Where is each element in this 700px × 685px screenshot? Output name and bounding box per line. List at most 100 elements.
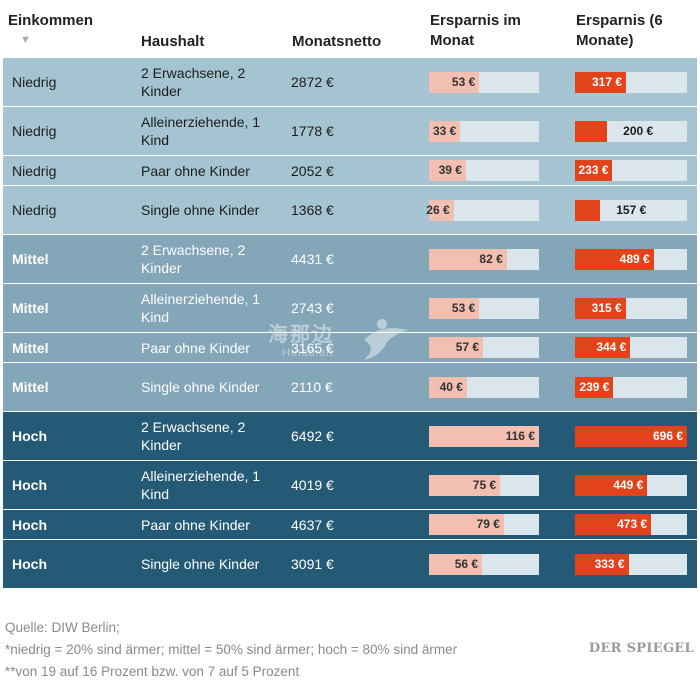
six-month-bar-fill	[575, 376, 614, 398]
footnotes: Quelle: DIW Berlin; *niedrig = 20% sind …	[5, 617, 457, 683]
six-month-bar-fill	[575, 425, 687, 447]
six-month-bar: 200 €	[575, 120, 687, 142]
monthly-bar-fill	[429, 514, 504, 535]
six-month-bar-fill	[575, 553, 629, 575]
household-cell: Single ohne Kinder	[141, 556, 260, 572]
household-cell: Alleinerziehende, 1 Kind	[141, 291, 261, 325]
net-cell: 1778 €	[291, 123, 334, 139]
table-row: Mittel 2 Erwachsene, 2 Kinder 4431 € 82 € 48…	[3, 235, 697, 284]
six-month-value: 696 €	[652, 428, 683, 443]
monthly-bar: 40 €	[429, 376, 539, 398]
net-cell: 4019 €	[291, 477, 334, 493]
table-row: Niedrig Paar ohne Kinder 2052 € 39 € 233 €	[3, 156, 697, 186]
header-monthly: Ersparnis im Monat	[430, 12, 521, 49]
six-month-value: 449 €	[613, 477, 644, 492]
net-cell: 3091 €	[291, 556, 334, 572]
household-cell: 2 Erwachsene, 2 Kinder	[141, 242, 246, 276]
income-cell: Mittel	[12, 251, 49, 267]
monthly-bar-fill	[429, 337, 484, 358]
monthly-value: 40 €	[439, 379, 463, 394]
six-month-value: 344 €	[596, 340, 627, 354]
monthly-bar: 75 €	[429, 474, 539, 496]
header-six: Ersparnis (6 Monate)	[576, 12, 663, 49]
monthly-bar: 39 €	[429, 160, 539, 181]
monthly-bar: 56 €	[429, 553, 539, 575]
household-cell: Paar ohne Kinder	[141, 339, 250, 356]
six-month-bar: 449 €	[575, 474, 687, 496]
monthly-value: 116 €	[505, 428, 535, 443]
six-month-value: 333 €	[594, 556, 625, 571]
sort-down-icon[interactable]: ▼	[20, 34, 31, 46]
six-month-value: 317 €	[591, 74, 623, 89]
six-month-bar: 239 €	[575, 376, 687, 398]
six-month-bar: 696 €	[575, 425, 687, 447]
income-cell: Niedrig	[12, 162, 57, 179]
income-cell: Hoch	[12, 556, 47, 572]
table-row: Hoch 2 Erwachsene, 2 Kinder 6492 € 116 € 696…	[3, 412, 697, 461]
monthly-value: 26 €	[426, 202, 450, 217]
monthly-bar: 82 €	[429, 248, 539, 270]
monthly-value: 33 €	[432, 123, 457, 138]
monthly-bar-fill	[429, 120, 461, 142]
six-month-bar: 157 €	[575, 199, 687, 221]
spiegel-logo: DER SPIEGEL	[588, 641, 694, 656]
monthly-bar-fill	[429, 474, 501, 496]
monthly-bar-fill	[429, 376, 467, 398]
net-cell: 2110 €	[291, 379, 333, 395]
monthly-value: 75 €	[472, 477, 497, 492]
six-month-bar-fill	[575, 71, 626, 93]
income-cell: Niedrig	[12, 74, 57, 90]
table-row: Hoch Alleinerziehende, 1 Kind 4019 € 75 € 44…	[3, 461, 697, 510]
income-cell: Hoch	[12, 428, 47, 444]
table-row: Niedrig Single ohne Kinder 1368 € 26 € 157 €	[3, 186, 697, 235]
household-cell: Alleinerziehende, 1 Kind	[141, 114, 261, 148]
source-note: Quelle: DIW Berlin;	[5, 620, 120, 635]
six-month-bar: 333 €	[575, 553, 687, 575]
income-cell: Mittel	[12, 379, 49, 395]
table-row: Mittel Alleinerziehende, 1 Kind 2743 € 53 €…	[3, 284, 697, 333]
household-cell: 2 Erwachsene, 2 Kinder	[141, 419, 246, 453]
six-month-bar: 473 €	[575, 514, 687, 535]
table-row: Hoch Paar ohne Kinder 4637 € 79 € 473 €	[3, 510, 697, 540]
net-cell: 3165 €	[291, 339, 334, 356]
monthly-bar: 33 €	[429, 120, 539, 142]
net-cell: 4431 €	[291, 251, 334, 267]
household-cell: Alleinerziehende, 1 Kind	[141, 468, 261, 502]
monthly-value: 57 €	[455, 340, 480, 354]
six-month-bar-fill	[575, 199, 601, 221]
income-cell: Niedrig	[12, 123, 57, 139]
income-cell: Hoch	[12, 516, 47, 533]
six-month-bar: 489 €	[575, 248, 687, 270]
monthly-bar-fill	[429, 71, 480, 93]
monthly-value: 56 €	[454, 556, 479, 571]
household-cell: Paar ohne Kinder	[141, 162, 250, 179]
six-month-value: 473 €	[617, 517, 648, 531]
household-cell: Single ohne Kinder	[141, 379, 260, 395]
net-cell: 2052 €	[291, 162, 334, 179]
six-month-value: 239 €	[579, 379, 610, 394]
monthly-value: 82 €	[479, 251, 503, 266]
table-header: Einkommen ▼ Haushalt Monatsnetto Ersparn…	[0, 0, 700, 58]
monthly-bar-fill	[429, 425, 539, 447]
six-month-value: 489 €	[619, 251, 650, 266]
net-cell: 6492 €	[291, 428, 334, 444]
monthly-bar-fill	[429, 248, 507, 270]
six-month-bar-fill	[575, 297, 626, 319]
net-cell: 2872 €	[291, 74, 334, 90]
savings-table: Niedrig 2 Erwachsene, 2 Kinder 2872 € 53 € 3…	[3, 58, 697, 589]
six-month-value: 157 €	[616, 202, 647, 217]
monthly-bar-fill	[429, 297, 480, 319]
monthly-bar: 53 €	[429, 297, 539, 319]
income-cell: Mittel	[12, 339, 49, 356]
six-month-bar-fill	[575, 160, 613, 181]
monthly-value: 39 €	[438, 163, 462, 177]
income-footnote: *niedrig = 20% sind ärmer; mittel = 50% …	[5, 642, 458, 657]
six-month-bar: 317 €	[575, 71, 687, 93]
household-cell: 2 Erwachsene, 2 Kinder	[141, 65, 246, 99]
header-income[interactable]: Einkommen	[8, 12, 94, 29]
six-month-value: 315 €	[591, 300, 622, 315]
six-month-bar-fill	[575, 248, 654, 270]
net-cell: 4637 €	[291, 516, 334, 533]
header-household: Haushalt	[141, 33, 205, 50]
table-row: Niedrig 2 Erwachsene, 2 Kinder 2872 € 53 € 3…	[3, 58, 697, 107]
